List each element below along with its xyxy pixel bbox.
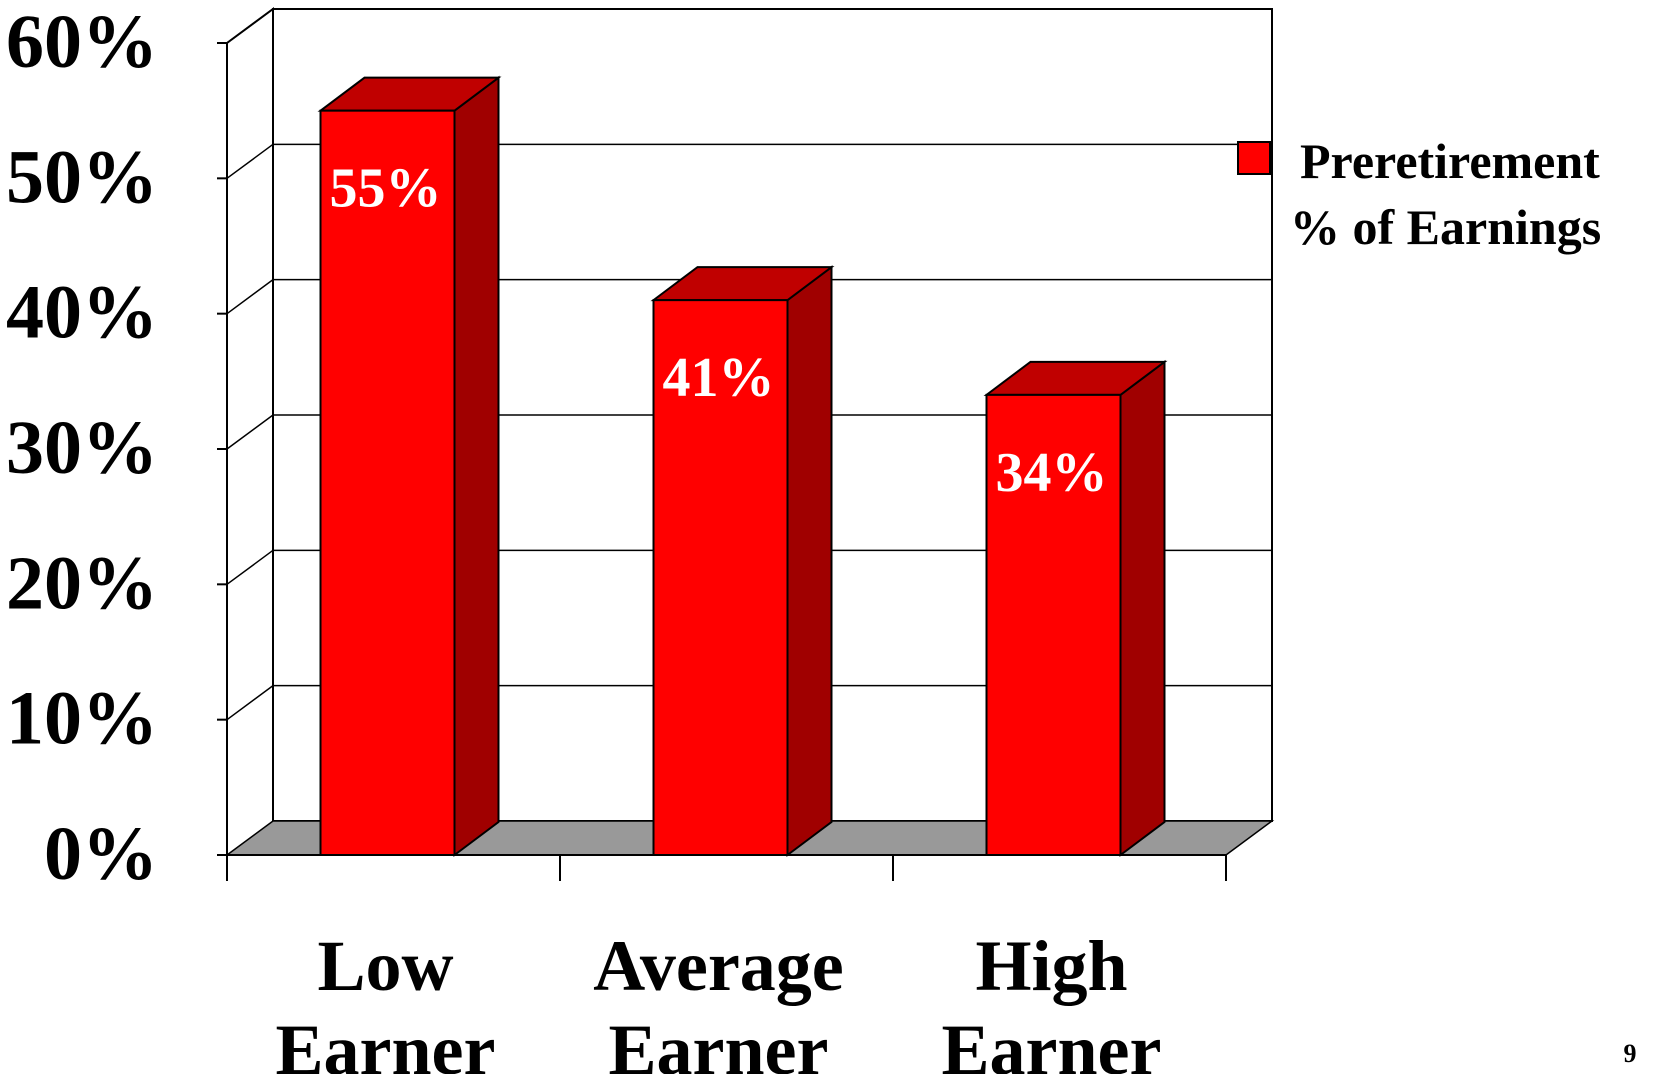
data-label: 41% [663, 347, 775, 409]
gridline [226, 143, 1272, 179]
bar: 34% [983, 359, 1168, 857]
gridline [226, 549, 1272, 585]
legend-swatch [1237, 141, 1271, 175]
gridline [226, 8, 1272, 44]
bar-side [1119, 359, 1166, 857]
y-tick-label: 0% [44, 812, 158, 896]
y-tick-label: 50% [6, 135, 158, 219]
bar: 55% [317, 75, 502, 857]
gridlines [226, 8, 1272, 721]
bar-front [985, 393, 1122, 856]
x-tick-label: Low Earner [276, 926, 496, 1074]
y-tick-label: 40% [6, 271, 158, 355]
x-category-labels: Low Earner Average Earner High Earner [276, 926, 1162, 1074]
y-tick-labels: 0% 10% 20% 30% 40% 50% 60% [6, 0, 158, 896]
x-tick-label: Average Earner [593, 926, 844, 1074]
bar-front [319, 109, 456, 856]
bar-front [652, 299, 789, 856]
bar-side [453, 75, 500, 857]
y-tick-label: 20% [6, 541, 158, 625]
legend-label: Preretirement% of Earnings [1290, 133, 1601, 255]
y-tick-label: 30% [6, 406, 158, 490]
y-tick-label: 10% [6, 677, 158, 761]
data-label: 34% [996, 442, 1108, 504]
bar-side [786, 265, 833, 857]
gridline [226, 278, 1272, 315]
gridline [226, 684, 1272, 721]
bars: 55% 41% 34% [317, 75, 1168, 857]
legend: Preretirement% of Earnings [1237, 133, 1601, 255]
y-tick-label: 60% [6, 0, 158, 84]
x-tick-label: High Earner [942, 926, 1162, 1074]
bar: 41% [650, 265, 835, 857]
page-number: 9 [1624, 1039, 1637, 1068]
data-label: 55% [330, 158, 442, 220]
gridline [226, 414, 1272, 450]
